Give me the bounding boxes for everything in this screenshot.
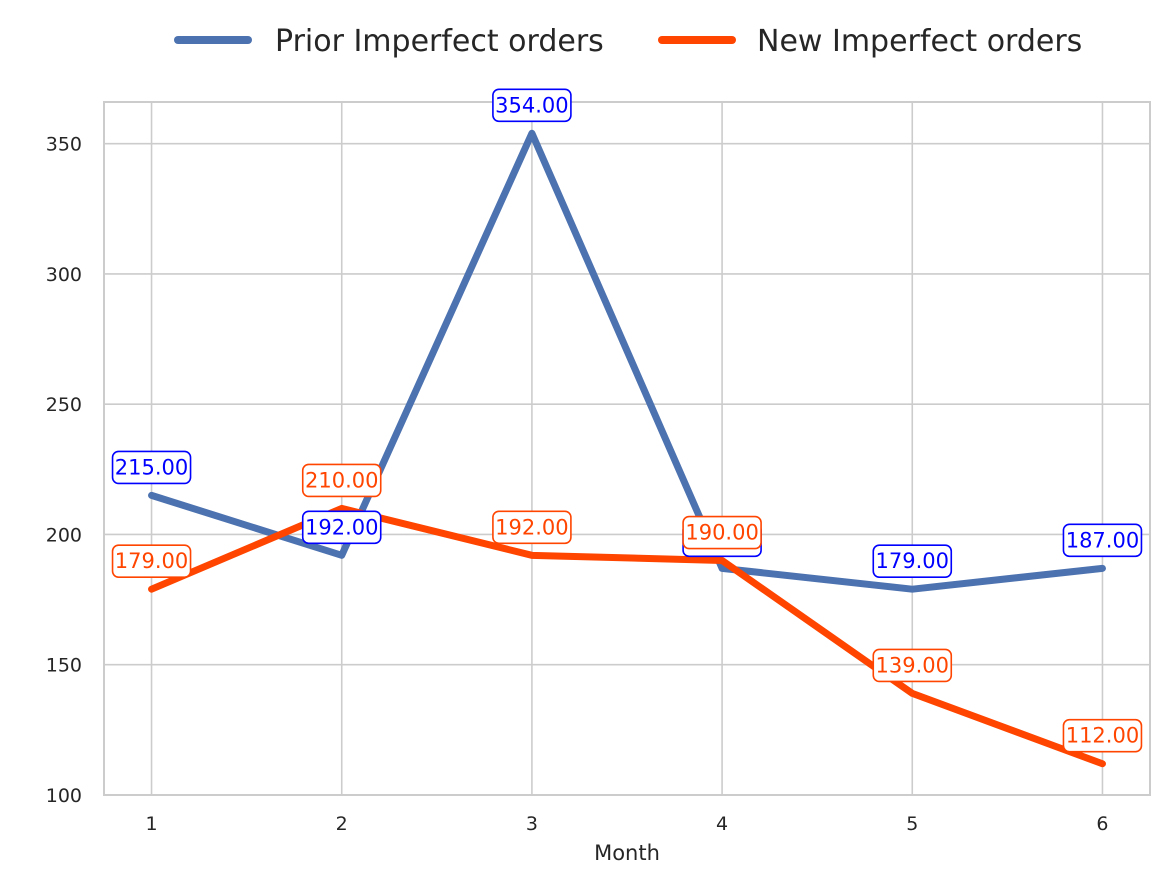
data-label-text: 192.00 [305, 515, 378, 539]
grid-lines [104, 102, 1150, 796]
x-tick-label: 5 [906, 813, 918, 835]
data-label-text: 179.00 [876, 549, 949, 573]
data-label-box [301, 510, 382, 545]
data-label: 190.00 [682, 515, 762, 550]
data-labels: 215.00192.00354.00187.00179.00187.00179.… [111, 88, 1143, 753]
data-label-box [492, 510, 572, 545]
data-label-text: 187.00 [1066, 528, 1139, 552]
data-label-box [872, 648, 953, 683]
y-tick-label: 300 [46, 264, 82, 286]
legend-item-1: Prior Imperfect orders [174, 24, 604, 59]
legend-label: Prior Imperfect orders [275, 24, 604, 59]
data-label-text: 139.00 [876, 653, 949, 677]
data-label-box [111, 450, 192, 485]
data-label: 354.00 [492, 88, 572, 123]
data-label: 179.00 [872, 544, 953, 578]
data-label-text: 190.00 [685, 521, 758, 545]
data-label: 112.00 [1062, 718, 1143, 753]
y-tick-label: 350 [46, 134, 82, 156]
x-tick-label: 1 [145, 813, 157, 835]
data-label-text: 354.00 [495, 93, 568, 117]
data-label-box [1062, 523, 1143, 558]
data-label: 192.00 [301, 510, 382, 545]
data-label-box [1062, 718, 1143, 753]
legend-item-2: New Imperfect orders [658, 24, 1082, 59]
series-lines [148, 129, 1106, 768]
x-axis-title: Month [594, 841, 660, 865]
data-label-text: 210.00 [305, 468, 378, 492]
y-tick-label: 200 [46, 524, 82, 546]
data-label-text: 112.00 [1066, 724, 1139, 748]
data-label-box [492, 88, 572, 123]
data-label: 139.00 [872, 648, 953, 683]
data-label-box [872, 544, 953, 578]
data-label-box [682, 515, 762, 550]
series-line-1 [148, 129, 1106, 593]
data-label: 187.00 [1062, 523, 1143, 558]
x-tick-label: 3 [526, 813, 538, 835]
y-tick-label: 100 [46, 785, 82, 807]
data-label-box [111, 544, 192, 578]
data-label-text: 192.00 [495, 515, 568, 539]
plot-frame [103, 101, 1151, 796]
x-tick-label: 2 [336, 813, 348, 835]
y-tick-label: 250 [46, 394, 82, 416]
x-tick-label: 6 [1096, 813, 1108, 835]
data-label-text: 215.00 [115, 455, 188, 479]
series-line-2 [148, 504, 1106, 768]
legend: Prior Imperfect orders New Imperfect orde… [174, 24, 1082, 59]
legend-label: New Imperfect orders [757, 24, 1082, 59]
data-label: 179.00 [111, 544, 192, 578]
data-label: 210.00 [301, 463, 382, 498]
axis-ticks: 1 2 3 4 5 6 100 150 200 250 300 350 [46, 134, 1109, 835]
data-label-text: 179.00 [115, 549, 188, 573]
data-label: 215.00 [111, 450, 192, 485]
x-tick-label: 4 [716, 813, 728, 835]
data-label: 192.00 [492, 510, 572, 545]
data-label-box [301, 463, 382, 498]
y-tick-label: 150 [46, 655, 82, 677]
